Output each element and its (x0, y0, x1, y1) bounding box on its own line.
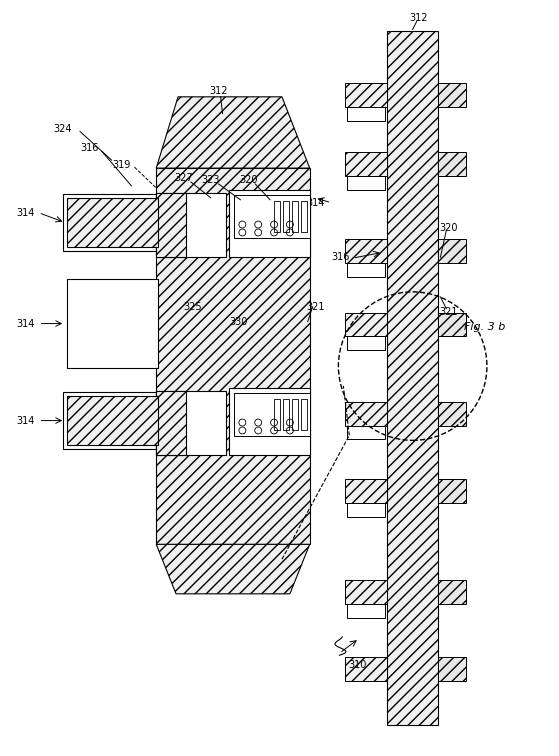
Text: 321: 321 (439, 307, 458, 317)
Bar (156, 391, 225, 455)
Polygon shape (156, 97, 310, 168)
Bar (156, 168, 310, 544)
Bar (347, 107, 385, 121)
Bar (301, 399, 307, 430)
Text: 316: 316 (331, 253, 349, 262)
Bar (156, 391, 186, 455)
Bar (438, 580, 466, 604)
Bar (229, 190, 310, 257)
Bar (283, 201, 289, 232)
Text: 330: 330 (229, 317, 248, 327)
Bar (292, 399, 298, 430)
Bar (438, 83, 466, 107)
Bar (156, 193, 186, 257)
Bar (292, 201, 298, 232)
Bar (234, 393, 310, 436)
Bar (345, 580, 387, 604)
Text: 323: 323 (201, 175, 220, 185)
Bar (229, 388, 310, 455)
Text: 312: 312 (210, 86, 228, 96)
Bar (345, 313, 387, 336)
Bar (438, 240, 466, 263)
Bar (345, 83, 387, 107)
Bar (234, 195, 310, 238)
Text: 327: 327 (174, 173, 193, 183)
Text: 314: 314 (16, 318, 35, 329)
Bar (345, 401, 387, 426)
Bar (438, 152, 466, 176)
Text: 324: 324 (53, 123, 72, 134)
Text: 320: 320 (239, 175, 258, 185)
Text: 319: 319 (112, 160, 131, 170)
Bar (301, 201, 307, 232)
Text: 314: 314 (16, 416, 35, 426)
Text: 320: 320 (439, 222, 458, 233)
Bar (438, 657, 466, 681)
Polygon shape (156, 544, 310, 593)
Bar (156, 193, 225, 257)
Bar (345, 657, 387, 681)
Bar (347, 604, 385, 618)
Bar (347, 426, 385, 439)
Bar (387, 32, 438, 724)
Bar (438, 401, 466, 426)
Text: 316: 316 (80, 144, 99, 153)
Bar (347, 336, 385, 350)
Text: 325: 325 (183, 302, 202, 311)
Bar (345, 240, 387, 263)
Bar (67, 279, 158, 368)
Bar (63, 392, 162, 449)
Text: 314: 314 (306, 198, 325, 208)
Text: 312: 312 (409, 13, 428, 23)
Bar (274, 399, 280, 430)
Bar (347, 176, 385, 190)
Text: Fig. 3 b: Fig. 3 b (464, 321, 505, 332)
Text: 310: 310 (348, 660, 366, 670)
Bar (283, 399, 289, 430)
Bar (345, 479, 387, 503)
Bar (347, 263, 385, 277)
Bar (438, 479, 466, 503)
Bar (274, 201, 280, 232)
Bar (63, 194, 162, 251)
Bar (438, 313, 466, 336)
Bar (345, 152, 387, 176)
Text: 314: 314 (16, 208, 35, 218)
Bar (67, 198, 158, 247)
Bar (67, 396, 158, 445)
Bar (347, 503, 385, 516)
Text: 321: 321 (306, 302, 325, 311)
